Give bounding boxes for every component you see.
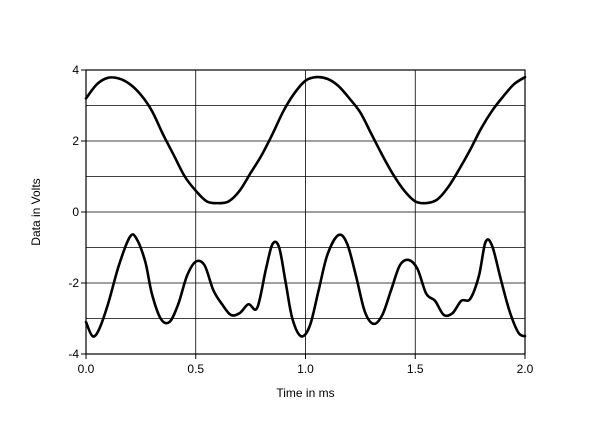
x-axis-label: Time in ms <box>276 386 334 400</box>
series-line-1 <box>84 233 527 338</box>
x-tick-label-4: 2.0 <box>517 362 534 376</box>
y-tick-label-1: 2 <box>72 134 79 148</box>
series-line-0 <box>84 75 527 205</box>
axis-ticks <box>81 69 526 359</box>
y-tick-label-3: -2 <box>68 276 79 290</box>
x-tick-label-3: 1.5 <box>407 362 424 376</box>
x-tick-label-2: 1.0 <box>297 362 314 376</box>
plot-frame <box>85 69 526 355</box>
x-tick-label-0: 0.0 <box>78 362 95 376</box>
y-tick-label-2: 0 <box>72 205 79 219</box>
x-tick-label-1: 0.5 <box>187 362 204 376</box>
y-tick-label-0: 4 <box>72 63 79 77</box>
y-tick-label-4: -4 <box>68 347 79 361</box>
y-axis-label: Data in Volts <box>29 178 43 245</box>
series-layer <box>84 75 527 338</box>
